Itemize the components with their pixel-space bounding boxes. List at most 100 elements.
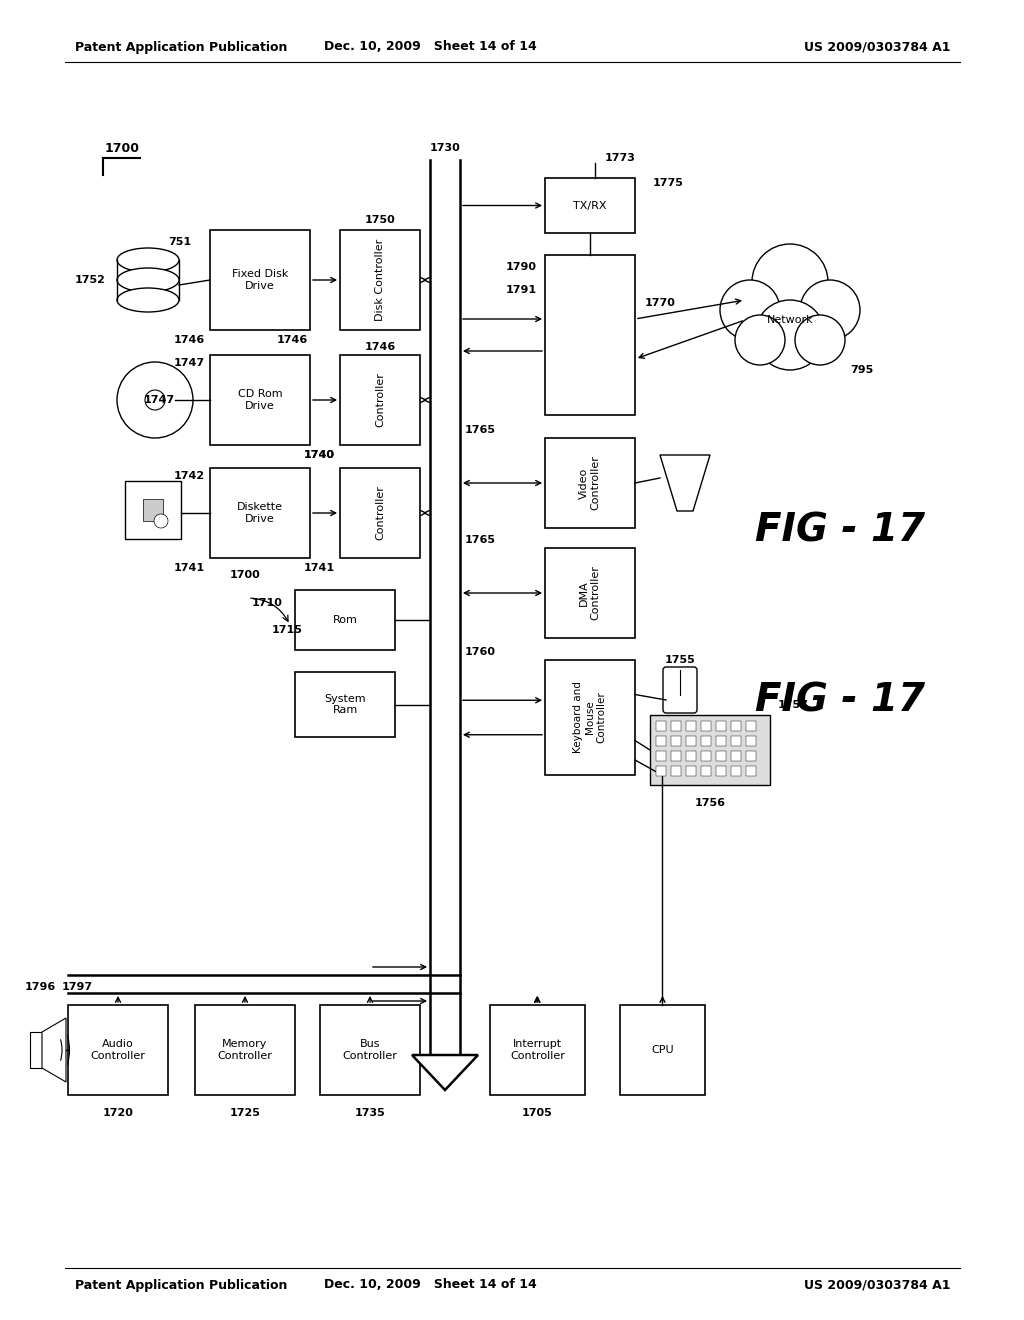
- Text: 751: 751: [168, 238, 191, 247]
- Bar: [701, 766, 711, 776]
- Text: 1791: 1791: [506, 285, 537, 294]
- Text: Dec. 10, 2009   Sheet 14 of 14: Dec. 10, 2009 Sheet 14 of 14: [324, 41, 537, 54]
- Bar: [731, 751, 741, 762]
- Text: 1765: 1765: [465, 425, 496, 436]
- Text: 1760: 1760: [465, 647, 496, 657]
- Bar: [68, 1005, 168, 1096]
- Text: 1752: 1752: [75, 275, 106, 285]
- Polygon shape: [42, 1018, 66, 1082]
- Text: Dec. 10, 2009   Sheet 14 of 14: Dec. 10, 2009 Sheet 14 of 14: [324, 1279, 537, 1291]
- Bar: [716, 766, 726, 776]
- Text: 1747: 1747: [174, 358, 205, 368]
- Bar: [656, 766, 666, 776]
- Bar: [210, 469, 310, 558]
- Text: 1757: 1757: [778, 700, 809, 710]
- Bar: [340, 230, 420, 330]
- Bar: [671, 751, 681, 762]
- Bar: [746, 721, 756, 731]
- Bar: [430, 160, 460, 1049]
- Text: Bus
Controller: Bus Controller: [343, 1039, 397, 1061]
- Ellipse shape: [117, 288, 179, 312]
- Text: 1775: 1775: [653, 178, 684, 187]
- Circle shape: [145, 389, 165, 411]
- Bar: [125, 480, 181, 539]
- Bar: [30, 1032, 42, 1068]
- Bar: [701, 721, 711, 731]
- Text: 1790: 1790: [506, 261, 537, 272]
- Bar: [671, 766, 681, 776]
- Bar: [731, 721, 741, 731]
- Text: 1735: 1735: [354, 1107, 385, 1118]
- Text: 1796: 1796: [25, 982, 55, 993]
- Bar: [195, 1005, 295, 1096]
- Text: 1747: 1747: [144, 395, 175, 405]
- Bar: [701, 737, 711, 746]
- Text: 1765: 1765: [465, 535, 496, 545]
- Circle shape: [795, 315, 845, 366]
- Text: 1746: 1746: [276, 335, 308, 345]
- Ellipse shape: [117, 248, 179, 272]
- Text: 1700: 1700: [230, 570, 261, 579]
- Text: Disk Controller: Disk Controller: [375, 239, 385, 321]
- Text: Interrupt
Controller: Interrupt Controller: [510, 1039, 565, 1061]
- Bar: [701, 751, 711, 762]
- Bar: [210, 355, 310, 445]
- Bar: [545, 438, 635, 528]
- Bar: [620, 1005, 705, 1096]
- Bar: [686, 751, 696, 762]
- Text: FIG - 17: FIG - 17: [755, 681, 925, 719]
- Bar: [545, 178, 635, 234]
- Bar: [656, 751, 666, 762]
- Text: US 2009/0303784 A1: US 2009/0303784 A1: [804, 41, 950, 54]
- Text: US 2009/0303784 A1: US 2009/0303784 A1: [804, 1279, 950, 1291]
- Text: 1710: 1710: [252, 598, 283, 609]
- Text: Fixed Disk
Drive: Fixed Disk Drive: [231, 269, 288, 290]
- Bar: [686, 766, 696, 776]
- Bar: [671, 721, 681, 731]
- Bar: [731, 766, 741, 776]
- Bar: [319, 1005, 420, 1096]
- Bar: [656, 721, 666, 731]
- Text: 1700: 1700: [105, 141, 140, 154]
- Text: 1705: 1705: [522, 1107, 553, 1118]
- Text: 1725: 1725: [229, 1107, 260, 1118]
- Text: 1750: 1750: [365, 215, 395, 224]
- Bar: [295, 672, 395, 737]
- Text: Diskette
Drive: Diskette Drive: [237, 502, 283, 524]
- Text: 1755: 1755: [665, 655, 695, 665]
- Text: 1740: 1740: [304, 450, 335, 459]
- Circle shape: [800, 280, 860, 341]
- Circle shape: [752, 244, 828, 319]
- Bar: [686, 737, 696, 746]
- Bar: [731, 737, 741, 746]
- Text: 1741: 1741: [174, 564, 205, 573]
- Circle shape: [755, 300, 825, 370]
- Text: Keyboard and
Mouse
Controller: Keyboard and Mouse Controller: [573, 681, 606, 754]
- FancyBboxPatch shape: [663, 667, 697, 713]
- Ellipse shape: [117, 268, 179, 292]
- Bar: [716, 737, 726, 746]
- Bar: [746, 737, 756, 746]
- Bar: [490, 1005, 585, 1096]
- Polygon shape: [412, 1055, 478, 1090]
- Bar: [716, 751, 726, 762]
- Circle shape: [720, 280, 780, 341]
- Bar: [650, 715, 770, 785]
- Bar: [686, 721, 696, 731]
- Text: Memory
Controller: Memory Controller: [217, 1039, 272, 1061]
- Text: 1746: 1746: [174, 335, 205, 345]
- Text: Network: Network: [767, 315, 813, 325]
- Text: 1715: 1715: [272, 624, 303, 635]
- Bar: [545, 255, 635, 414]
- Text: System
Ram: System Ram: [325, 694, 366, 715]
- Text: 1797: 1797: [62, 982, 93, 993]
- Text: Patent Application Publication: Patent Application Publication: [75, 41, 288, 54]
- Bar: [545, 660, 635, 775]
- Text: 1742: 1742: [174, 471, 205, 480]
- Text: 1756: 1756: [694, 799, 725, 808]
- Text: 1730: 1730: [430, 143, 461, 153]
- Text: 1741: 1741: [304, 564, 335, 573]
- Text: 1770: 1770: [645, 298, 676, 308]
- Text: TX/RX: TX/RX: [573, 201, 607, 210]
- Text: 1720: 1720: [102, 1107, 133, 1118]
